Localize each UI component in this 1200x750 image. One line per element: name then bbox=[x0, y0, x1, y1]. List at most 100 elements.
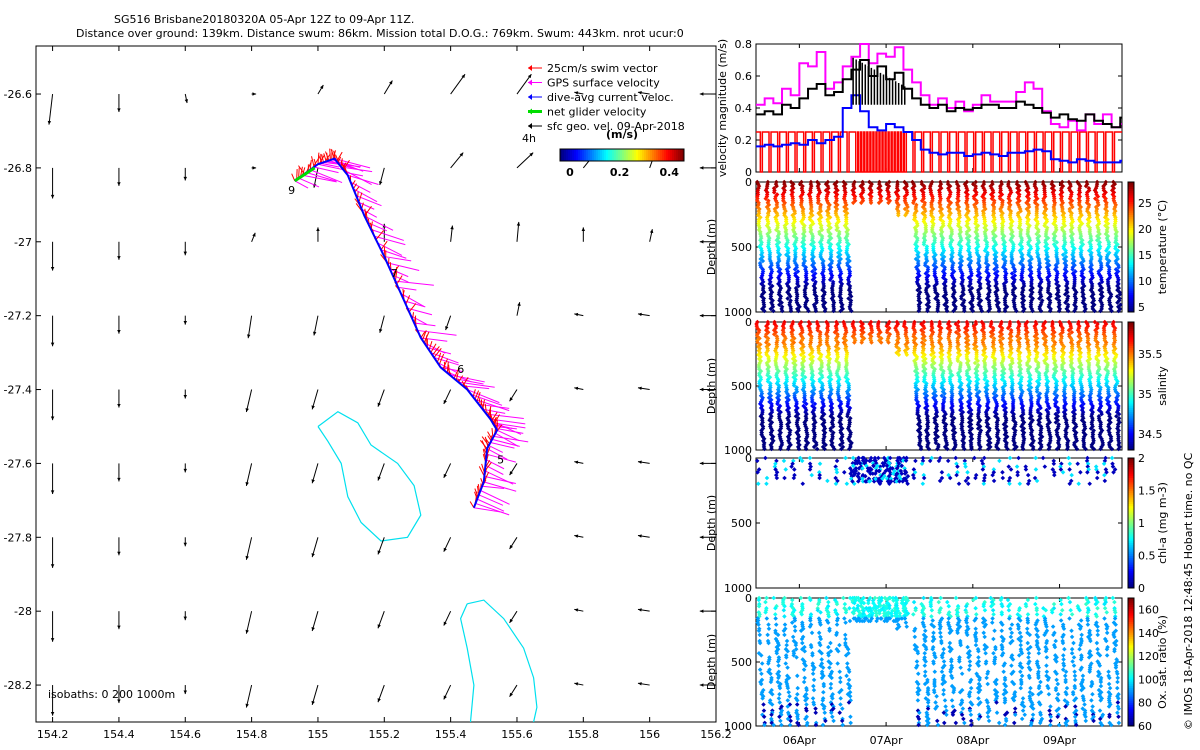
sfc-geo-vector bbox=[443, 610, 452, 626]
oxy-colorbar bbox=[1127, 597, 1135, 727]
swim-vector bbox=[313, 158, 317, 166]
gps-vector bbox=[350, 181, 371, 193]
legend-item: 25cm/s swim vector bbox=[528, 62, 658, 75]
sfc-geo-vector bbox=[50, 389, 55, 421]
sfc-geo-vector bbox=[450, 73, 466, 95]
gps-vector bbox=[475, 502, 510, 516]
gps-vector bbox=[389, 268, 409, 278]
sfc-geo-vector bbox=[699, 609, 716, 613]
gps-vector bbox=[341, 166, 373, 173]
sfc-geo-vector bbox=[383, 80, 393, 95]
sfc-geo-vector bbox=[311, 537, 319, 558]
sfc-geo-vector bbox=[516, 221, 521, 242]
colorbar-tick: 0 bbox=[566, 166, 574, 179]
temp-cbar-tick: 15 bbox=[1138, 249, 1152, 262]
sfc-geo-vector bbox=[184, 93, 189, 104]
swim-vector bbox=[436, 352, 442, 363]
sfc-geo-vector bbox=[317, 84, 324, 95]
sfc-geo-vector bbox=[443, 463, 452, 479]
map-y-tick-label: -27.6 bbox=[4, 457, 32, 470]
sfc-geo-vector bbox=[574, 682, 584, 686]
sfc-geo-vector bbox=[311, 463, 319, 484]
oxy-cbar-tick: 100 bbox=[1138, 673, 1159, 686]
sfc-geo-vector bbox=[649, 229, 654, 242]
gps-vector bbox=[417, 329, 457, 336]
date-tick-label: 09Apr bbox=[1043, 734, 1077, 747]
gps-vector bbox=[453, 377, 484, 385]
gps-vector bbox=[336, 160, 361, 168]
gps-vector bbox=[490, 442, 515, 449]
colorbar-tick: 0.4 bbox=[659, 166, 679, 179]
map-y-tick-label: -27.2 bbox=[4, 310, 32, 323]
sfc-geo-vector bbox=[516, 302, 521, 316]
map-axes-box bbox=[35, 45, 717, 723]
swim-vector bbox=[325, 151, 330, 161]
sfc-geo-vector bbox=[316, 227, 320, 242]
gps-vector bbox=[380, 249, 407, 259]
sfc-geo-vector bbox=[50, 685, 55, 716]
temperature-panel: 0 500 1000 Depth (m) 5 10 15 20 25 temperature (°… bbox=[705, 176, 1169, 319]
temp-ylabel: Depth (m) bbox=[705, 219, 718, 275]
map-y-tick-label: -27.8 bbox=[4, 531, 32, 544]
gps-vector bbox=[370, 228, 404, 241]
map-x-tick-label: 155.4 bbox=[435, 728, 467, 741]
gps-surface-velocity-vectors bbox=[294, 158, 529, 516]
swim-vector bbox=[393, 266, 398, 279]
date-tick-label: 07Apr bbox=[870, 734, 904, 747]
sfc-geo-vector bbox=[574, 312, 584, 317]
swim-vector bbox=[472, 389, 476, 398]
legend-label: 25cm/s swim vector bbox=[547, 62, 658, 75]
map-y-tick-label: -28.2 bbox=[4, 679, 32, 692]
gps-vector bbox=[310, 169, 343, 183]
credit-text: © IMOS 18-Apr-2018 12:48:45 Hobart time.… bbox=[1182, 452, 1195, 730]
temp-y-tick: 0 bbox=[745, 176, 752, 189]
legend-label: net glider velocity bbox=[547, 106, 647, 119]
scale-label: 4h bbox=[522, 132, 536, 145]
gps-vector bbox=[317, 163, 344, 171]
velocity-y-tick: 0.4 bbox=[735, 102, 753, 115]
gps-vector bbox=[462, 385, 490, 390]
sfc-geo-vector bbox=[183, 389, 188, 399]
chl-cbar-tick: 1 bbox=[1138, 517, 1145, 530]
sfc-geo-vector bbox=[637, 608, 650, 612]
velocity-panel: 0 0.2 0.4 0.6 0.8 velocity magnitude (m/s) bbox=[716, 38, 1123, 179]
gps-vector bbox=[491, 438, 520, 447]
gps-vector bbox=[334, 158, 371, 169]
oxy-clabel: Ox. sat. ratio (%) bbox=[1156, 615, 1169, 709]
swim-vector bbox=[474, 390, 480, 400]
sfc-geo-vector bbox=[311, 684, 319, 705]
gps-vector bbox=[474, 398, 510, 412]
oxy-cbar-tick: 140 bbox=[1138, 627, 1159, 640]
sfc-geo-vector bbox=[699, 166, 716, 170]
sfc-geo-vector bbox=[117, 537, 121, 556]
legend-item: GPS surface velocity bbox=[528, 77, 660, 90]
swim-speed-line bbox=[756, 131, 1122, 173]
gps-vector bbox=[476, 498, 505, 512]
velocity-y-tick: 0.8 bbox=[735, 38, 753, 51]
gps-vector bbox=[496, 429, 520, 442]
map-colorbar: 0 0.2 0.4 bbox=[559, 148, 685, 179]
sfc-geo-vector bbox=[637, 386, 650, 391]
chl-cbar-tick: 2 bbox=[1138, 452, 1145, 465]
sfc-geo-vector bbox=[251, 166, 257, 170]
gps-vector bbox=[467, 389, 500, 404]
map-x-tick-label: 155.2 bbox=[369, 728, 401, 741]
gps-vector bbox=[484, 475, 516, 484]
sfc-geo-vector bbox=[50, 167, 55, 199]
swim-vector bbox=[375, 230, 384, 240]
map-x-tick-label: 155 bbox=[307, 728, 328, 741]
figure-title-line1: SG516 Brisbane20180320A 05-Apr 12Z to 09… bbox=[114, 13, 415, 26]
sfc-geo-vector bbox=[117, 241, 121, 260]
sfc-geo-vector bbox=[516, 73, 532, 95]
gps-vector bbox=[377, 242, 403, 256]
sfc-geo-vector bbox=[183, 463, 188, 473]
chl-y-tick: 500 bbox=[731, 517, 752, 530]
gps-vector bbox=[302, 174, 337, 183]
gps-vector bbox=[384, 256, 412, 262]
sfc-geo-vector bbox=[450, 152, 464, 169]
chl-cbar-tick: 1.5 bbox=[1138, 485, 1156, 498]
sfc-geo-vector bbox=[699, 313, 716, 318]
sfc-geo-vector bbox=[637, 312, 650, 317]
map-y-tick-label: -27.4 bbox=[4, 384, 32, 397]
sfc-geo-vector bbox=[699, 240, 716, 244]
